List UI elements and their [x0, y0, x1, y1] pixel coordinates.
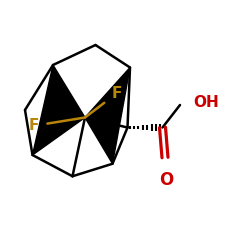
Polygon shape [32, 65, 85, 155]
Polygon shape [85, 68, 130, 164]
Text: OH: OH [194, 95, 220, 110]
Text: F: F [28, 118, 39, 132]
Text: F: F [111, 86, 122, 101]
Text: O: O [159, 171, 174, 189]
